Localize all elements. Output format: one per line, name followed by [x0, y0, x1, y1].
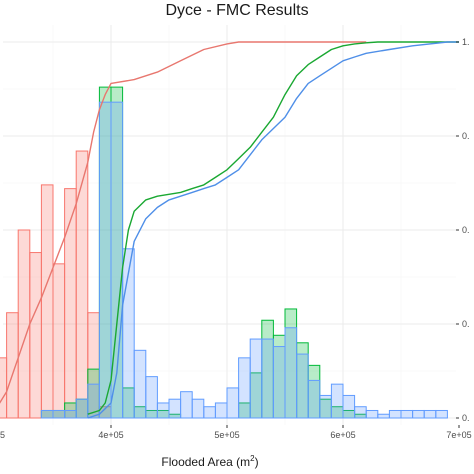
histogram-bar-blue — [40, 409, 54, 419]
histogram-bar-blue — [75, 398, 89, 419]
chart-title: Dyce - FMC Results — [165, 2, 308, 19]
x-axis-ticks: 3e+05 4e+05 5e+05 6e+05 7e+05 — [0, 425, 472, 440]
plot-panel — [3, 25, 456, 425]
histogram-bar-blue — [388, 409, 402, 419]
histogram-bar-blue — [319, 394, 332, 419]
cdf-line-red — [0, 41, 367, 404]
histogram-bar-blue — [342, 394, 356, 419]
histogram-bar-blue — [214, 402, 228, 419]
histogram-bar-blue — [191, 398, 205, 419]
histogram-blue — [40, 101, 448, 419]
y-tick-label: 0. — [462, 413, 470, 423]
histogram-bar-blue — [249, 338, 263, 419]
histogram-bar-blue — [272, 346, 286, 419]
x-axis-label-close: ) — [255, 455, 259, 469]
x-tick-label: 5e+05 — [214, 430, 239, 440]
histogram-bar-blue — [377, 413, 390, 419]
histogram-bar-blue — [365, 409, 379, 419]
histogram-bar-red — [17, 229, 31, 419]
x-axis-label: Flooded Area (m2) — [161, 454, 258, 469]
histogram-bar-blue — [64, 409, 77, 419]
histogram-bar-blue — [238, 357, 251, 419]
x-axis-label-text: Flooded Area (m — [161, 455, 250, 469]
x-tick-label: 4e+05 — [98, 430, 123, 440]
histogram-bar-blue — [412, 409, 425, 419]
histogram-bar-blue — [156, 402, 170, 419]
histogram-bar-blue — [296, 353, 309, 419]
histogram-bar-red — [40, 184, 54, 419]
histogram-bar-blue — [284, 327, 298, 419]
histogram-bar-red — [0, 357, 8, 419]
histogram-bar-blue — [98, 101, 112, 419]
histogram-bar-blue — [330, 383, 344, 419]
x-tick-label: 6e+05 — [330, 430, 355, 440]
histogram-bar-blue — [261, 338, 274, 419]
histogram-bar-blue — [180, 391, 193, 419]
x-axis-label-superscript: 2 — [250, 454, 255, 463]
histogram-bar-blue — [307, 379, 321, 419]
histogram-bar-blue — [122, 248, 135, 419]
y-tick-label: 0. — [462, 319, 470, 329]
histogram-bar-blue — [52, 409, 66, 419]
x-tick-label: 7e+05 — [446, 430, 471, 440]
histogram-bar-blue — [226, 387, 240, 419]
histogram-bar-red — [29, 252, 42, 419]
histogram-bar-blue — [400, 409, 414, 419]
histogram-bar-red — [6, 312, 19, 419]
histogram-bar-blue — [435, 409, 448, 419]
histogram-bar-blue — [423, 409, 437, 419]
histogram-bar-red — [64, 188, 77, 419]
histogram-bar-blue — [133, 349, 147, 419]
histogram-bar-blue — [203, 406, 216, 419]
histogram-bar-blue — [145, 376, 158, 419]
histogram-bar-red — [52, 263, 66, 419]
y-tick-label: 0. — [462, 225, 470, 235]
x-tick-label: 3e+05 — [0, 430, 5, 440]
histogram-bar-blue — [354, 406, 367, 419]
cdf-line-green — [87, 41, 459, 415]
y-tick-label: 1. — [462, 37, 470, 47]
histogram-bar-red — [75, 150, 89, 419]
cdf-line-blue — [87, 41, 459, 419]
y-axis-ticks-right: 0. 0. 0. 0. 1. — [456, 37, 470, 423]
histogram-bar-blue — [168, 398, 182, 419]
cumulative-lines — [0, 41, 459, 419]
y-tick-label: 0. — [462, 131, 470, 141]
